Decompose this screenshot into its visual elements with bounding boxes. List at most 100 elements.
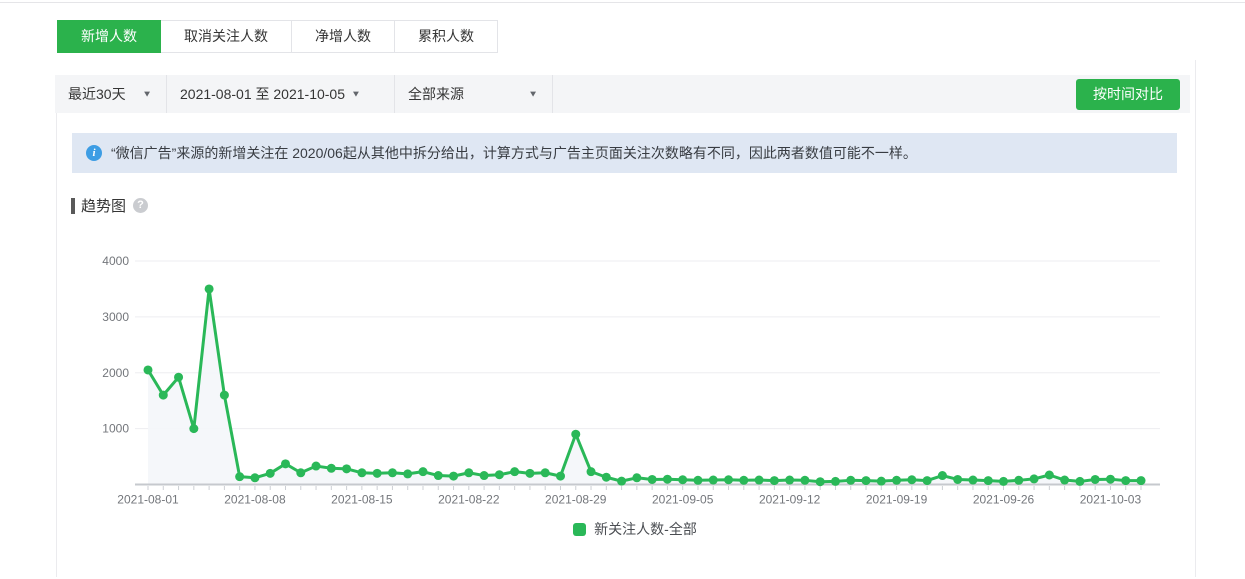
notice-text: “微信广告”来源的新增关注在 2020/06起从其他中拆分给出，计算方式与广告主…	[111, 145, 917, 161]
x-axis-label: 2021-09-19	[866, 493, 928, 507]
tab-unfollow-count[interactable]: 取消关注人数	[160, 20, 292, 53]
data-point[interactable]	[555, 471, 565, 481]
tab-net-growth[interactable]: 净增人数	[291, 20, 395, 53]
data-point[interactable]	[143, 365, 153, 375]
compare-by-time-button[interactable]: 按时间对比	[1076, 78, 1180, 110]
chevron-down-icon: ▼	[528, 89, 538, 99]
data-point[interactable]	[372, 468, 382, 478]
data-point[interactable]	[326, 463, 336, 473]
metric-tabs: 新增人数 取消关注人数 净增人数 累积人数	[57, 20, 498, 53]
data-point[interactable]	[708, 475, 718, 485]
data-point[interactable]	[586, 467, 596, 477]
data-point[interactable]	[632, 473, 642, 483]
data-point[interactable]	[235, 472, 245, 482]
tab-cumulative[interactable]: 累积人数	[394, 20, 498, 53]
data-point[interactable]	[571, 429, 581, 439]
data-point[interactable]	[739, 475, 749, 485]
data-point[interactable]	[983, 476, 993, 486]
data-point[interactable]	[953, 474, 963, 484]
data-point[interactable]	[785, 475, 795, 485]
x-axis-label: 2021-09-12	[759, 493, 821, 507]
data-point[interactable]	[1105, 474, 1115, 484]
data-point[interactable]	[769, 476, 779, 486]
data-point[interactable]	[815, 477, 825, 487]
data-point[interactable]	[204, 284, 214, 294]
data-point[interactable]	[510, 467, 520, 477]
data-point[interactable]	[174, 372, 184, 382]
time-range-dropdown[interactable]: 最近30天 ▼	[55, 75, 167, 113]
data-point[interactable]	[296, 468, 306, 478]
data-point[interactable]	[617, 476, 627, 486]
data-point[interactable]	[189, 424, 199, 434]
trend-chart[interactable]: 1000 2000 3000 4000 2021-08-01 2021-08-08 2021…	[85, 248, 1185, 516]
section-header: 趋势图 ?	[71, 195, 149, 216]
data-point[interactable]	[999, 476, 1009, 486]
data-point[interactable]	[449, 471, 459, 481]
y-axis-label: 3000	[102, 310, 129, 324]
data-point[interactable]	[724, 475, 734, 485]
x-axis-label: 2021-08-15	[331, 493, 393, 507]
series-area-fill	[148, 288, 1142, 485]
data-point[interactable]	[403, 469, 413, 479]
data-point[interactable]	[1044, 470, 1054, 480]
data-point[interactable]	[678, 475, 688, 485]
data-point[interactable]	[1121, 476, 1131, 486]
data-point[interactable]	[1014, 475, 1024, 485]
data-point[interactable]	[1075, 476, 1085, 486]
data-point[interactable]	[601, 472, 611, 482]
data-point[interactable]	[357, 468, 367, 478]
data-point[interactable]	[754, 475, 764, 485]
data-point[interactable]	[1029, 474, 1039, 484]
x-axis-label: 2021-08-08	[224, 493, 286, 507]
data-point[interactable]	[937, 471, 947, 481]
data-point[interactable]	[861, 476, 871, 486]
data-point[interactable]	[540, 468, 550, 478]
data-point[interactable]	[479, 471, 489, 481]
data-point[interactable]	[907, 475, 917, 485]
content-left-border	[56, 113, 57, 577]
data-point[interactable]	[250, 473, 260, 483]
data-point[interactable]	[342, 464, 352, 474]
y-axis-label: 1000	[102, 422, 129, 436]
data-point[interactable]	[158, 390, 168, 400]
data-point[interactable]	[418, 467, 428, 477]
y-axis-label: 4000	[102, 254, 129, 268]
section-title: 趋势图	[81, 198, 127, 215]
data-point[interactable]	[693, 475, 703, 485]
data-point[interactable]	[525, 468, 535, 478]
data-point[interactable]	[265, 468, 275, 478]
data-point[interactable]	[830, 476, 840, 486]
trend-chart-svg[interactable]: 1000 2000 3000 4000 2021-08-01 2021-08-08 2021…	[85, 248, 1185, 516]
data-point[interactable]	[647, 474, 657, 484]
source-dropdown[interactable]: 全部来源 ▼	[395, 75, 553, 113]
data-point[interactable]	[280, 459, 290, 469]
data-point[interactable]	[1136, 476, 1146, 486]
data-point[interactable]	[464, 468, 474, 478]
data-point[interactable]	[1090, 474, 1100, 484]
data-point[interactable]	[662, 474, 672, 484]
data-point[interactable]	[922, 476, 932, 486]
y-axis-label: 2000	[102, 366, 129, 380]
data-point[interactable]	[311, 461, 321, 471]
x-axis-label: 2021-09-05	[652, 493, 714, 507]
data-point[interactable]	[219, 390, 229, 400]
notice-banner: i “微信广告”来源的新增关注在 2020/06起从其他中拆分给出，计算方式与广…	[72, 133, 1177, 173]
data-point[interactable]	[1060, 475, 1070, 485]
date-range-dropdown[interactable]: 2021-08-01 至 2021-10-05 ▼	[167, 75, 395, 113]
tab-new-followers[interactable]: 新增人数	[57, 20, 161, 53]
data-point[interactable]	[846, 475, 856, 485]
help-icon[interactable]: ?	[133, 198, 149, 213]
data-point[interactable]	[433, 471, 443, 481]
data-point[interactable]	[968, 475, 978, 485]
data-point[interactable]	[494, 470, 504, 480]
data-point[interactable]	[876, 476, 886, 486]
info-icon: i	[86, 145, 102, 161]
data-point[interactable]	[892, 475, 902, 485]
section-title-bar	[71, 197, 75, 214]
trend-line	[146, 287, 1142, 484]
date-range-value: 2021-08-01 至 2021-10-05	[180, 86, 346, 102]
top-divider	[0, 2, 1245, 3]
data-point[interactable]	[387, 468, 397, 478]
chart-legend[interactable]: 新关注人数-全部	[85, 519, 1185, 539]
data-point[interactable]	[800, 475, 810, 485]
